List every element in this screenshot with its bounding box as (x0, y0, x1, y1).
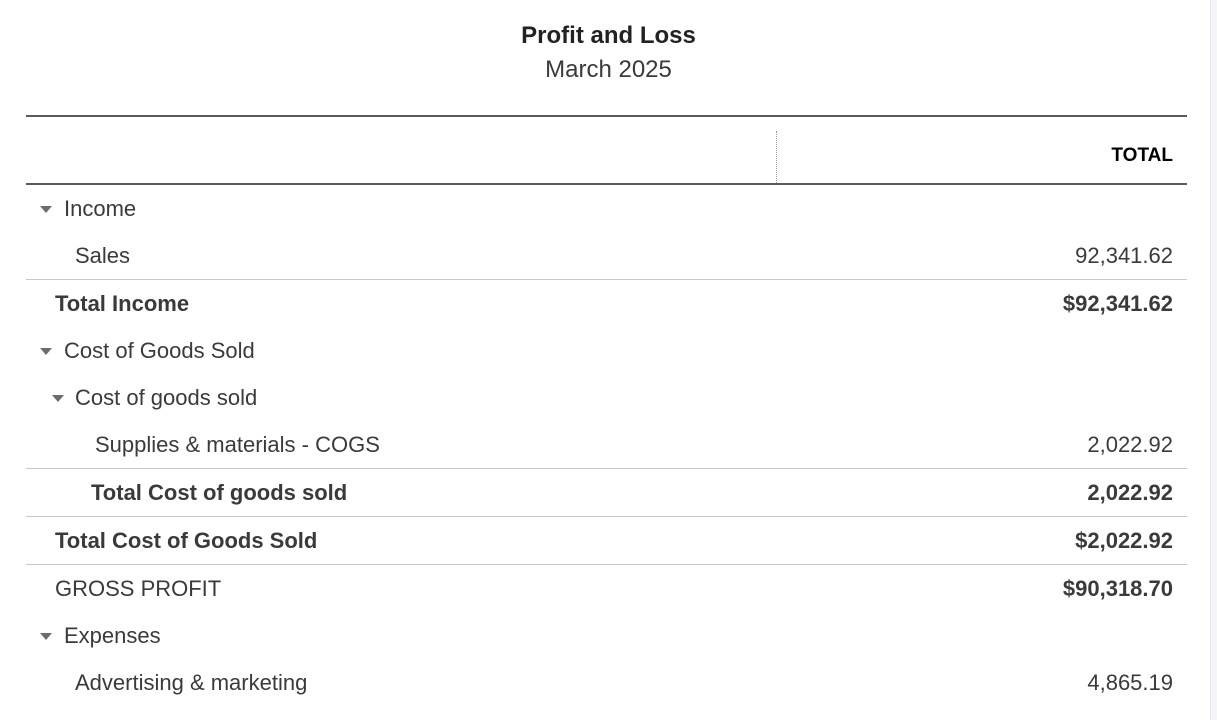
report-table: TOTAL Income Sales 92,341.62 Total Incom… (26, 115, 1187, 706)
row-label: Expenses (64, 623, 161, 648)
row-total-cost-of-goods-sold-sub: Total Cost of goods sold 2,022.92 (26, 468, 1187, 516)
row-label: Cost of goods sold (75, 385, 258, 410)
column-divider[interactable] (776, 131, 777, 183)
collapse-arrow-icon[interactable] (52, 395, 64, 402)
row-value[interactable]: 2,022.92 (1087, 480, 1173, 505)
row-supplies-materials: Supplies & materials - COGS 2,022.92 (26, 421, 1187, 468)
column-header-total[interactable]: TOTAL (1111, 145, 1173, 166)
row-value[interactable]: $2,022.92 (1075, 528, 1173, 553)
row-label: Total Cost of Goods Sold (55, 528, 318, 553)
row-sales: Sales 92,341.62 (26, 232, 1187, 279)
table-header: TOTAL (26, 115, 1187, 185)
row-gross-profit: GROSS PROFIT $90,318.70 (26, 564, 1187, 612)
row-label: Total Cost of goods sold (91, 480, 348, 505)
row-value[interactable]: 92,341.62 (1075, 243, 1173, 268)
row-label: GROSS PROFIT (55, 576, 222, 601)
row-total-income: Total Income $92,341.62 (26, 279, 1187, 327)
row-label: Supplies & materials - COGS (95, 432, 380, 457)
report-period: March 2025 (545, 56, 672, 83)
row-label: Income (64, 196, 137, 221)
row-label: Cost of Goods Sold (64, 338, 255, 363)
row-total-cost-of-goods-sold: Total Cost of Goods Sold $2,022.92 (26, 516, 1187, 564)
row-cost-of-goods-sold-sub: Cost of goods sold (26, 374, 1187, 421)
row-value[interactable]: $92,341.62 (1062, 291, 1173, 316)
row-expenses: Expenses (26, 612, 1187, 659)
row-value[interactable]: 2,022.92 (1087, 432, 1173, 457)
scrollbar-track[interactable] (1210, 0, 1217, 720)
row-label: Advertising & marketing (75, 670, 308, 695)
collapse-arrow-icon[interactable] (40, 348, 52, 355)
row-cost-of-goods-sold: Cost of Goods Sold (26, 327, 1187, 374)
row-income: Income (26, 185, 1187, 232)
report-title: Profit and Loss (521, 22, 696, 49)
collapse-arrow-icon[interactable] (40, 206, 52, 213)
row-value[interactable]: $90,318.70 (1062, 576, 1173, 601)
row-value[interactable]: 4,865.19 (1087, 670, 1173, 695)
row-label: Total Income (55, 291, 190, 316)
collapse-arrow-icon[interactable] (40, 633, 52, 640)
row-label: Sales (75, 243, 131, 268)
row-advertising-marketing: Advertising & marketing 4,865.19 (26, 659, 1187, 706)
